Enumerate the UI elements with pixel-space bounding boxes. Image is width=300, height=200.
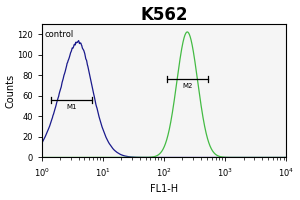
Text: M2: M2	[182, 83, 193, 89]
X-axis label: FL1-H: FL1-H	[150, 184, 178, 194]
Title: K562: K562	[140, 6, 188, 24]
Text: M1: M1	[66, 104, 76, 110]
Text: control: control	[45, 30, 74, 39]
Y-axis label: Counts: Counts	[6, 74, 16, 108]
